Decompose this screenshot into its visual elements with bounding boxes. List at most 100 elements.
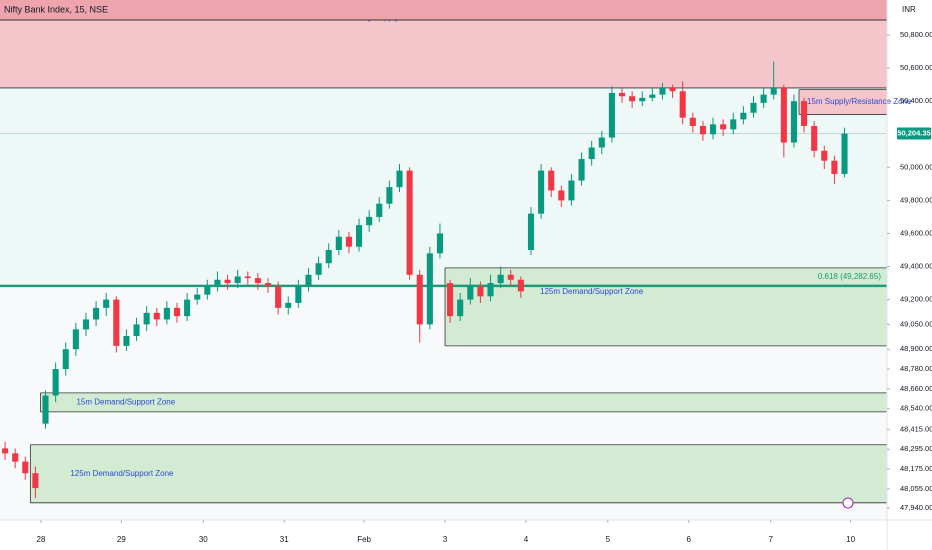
candle-body [163,307,170,320]
candle-body [467,286,474,300]
candle-body [790,101,797,143]
range-background [0,88,887,283]
candle-body [457,299,464,317]
y-tick-label: 48,415.00 [900,424,932,433]
candle-body [244,276,251,279]
candle-body [780,87,787,143]
candle-body [629,96,636,102]
candle-body [32,473,39,489]
candle-body [62,349,69,370]
candle-body [447,283,454,317]
x-tick-label: 28 [37,535,46,544]
x-tick-label: 7 [768,535,773,544]
candle-body [345,236,352,247]
last-price-label: 50,204.35 [897,129,930,138]
zone [799,89,887,115]
candles [2,61,848,499]
y-tick-label: 50,800.00 [900,30,932,39]
candle-body [689,117,696,126]
candle-body [659,87,666,95]
candle-body [173,307,181,317]
candle-body [568,180,575,201]
fib-label: 0.618 (49,282.65) [818,272,881,281]
y-tick-label: 49,600.00 [900,228,932,237]
event-icon[interactable] [842,497,854,509]
x-tick-label: Feb [357,535,371,544]
candle-body [618,92,626,97]
x-tick-label: 31 [280,535,289,544]
candle-body [841,133,848,174]
candle-body [538,170,545,214]
y-tick-label: 48,055.00 [900,484,932,493]
candle-body [22,461,29,474]
y-tick-label: 48,660.00 [900,384,932,393]
y-tick-label: 47,940.00 [900,503,932,512]
candle-body [305,274,312,287]
candle-body [295,286,302,303]
candle-body [285,302,292,308]
candle-body [750,102,757,113]
candle-body [548,170,555,191]
candle-body [143,312,150,325]
candle-body [507,274,514,280]
y-tick-label: 48,900.00 [900,344,932,353]
candle-body [214,279,221,287]
candle-body [477,286,484,297]
candle-body [315,263,322,275]
candle-body [639,97,646,102]
candle-body [720,124,727,130]
y-tick-label: 49,400.00 [900,262,932,271]
candle-body [82,319,90,330]
candle-body [669,87,676,92]
candle-body [649,94,656,98]
y-tick-label: 49,200.00 [900,295,932,304]
candle-body [487,283,494,297]
x-tick-label: 3 [443,535,448,544]
candle-body [275,286,282,308]
candle-body [133,324,140,336]
candle-body [558,190,565,201]
candle-body [2,448,9,454]
candle-body [325,249,332,264]
x-tick-label: 10 [846,535,855,544]
candle-body [224,279,231,284]
top-strip [0,0,887,20]
candle-body [578,159,585,181]
candle-body [153,312,160,320]
candle-body [184,299,191,317]
y-tick-label: 50,400.00 [900,96,932,105]
candle-body [113,299,120,346]
x-tick-label: 5 [606,535,611,544]
y-tick-label: 48,175.00 [900,464,932,473]
candle-body [416,274,423,325]
y-tick-label: 49,800.00 [900,195,932,204]
candle-body [376,203,383,217]
zone-label: 15m Supply/Resistance Zone [807,97,912,106]
candle-body [497,274,504,284]
x-tick-label: 4 [524,535,529,544]
candle-body [598,137,605,148]
y-tick-label: 48,780.00 [900,364,932,373]
zone [30,444,887,503]
candle-body [396,170,403,188]
candle-body [821,150,828,161]
candle-body [679,91,686,118]
candle-body [366,216,373,226]
y-tick-label: 50,000.00 [900,162,932,171]
candle-body [740,112,747,120]
candle-body [770,87,777,95]
candle-body [436,233,443,254]
y-tick-label: 48,295.00 [900,444,932,453]
y-tick-label: 49,050.00 [900,319,932,328]
candle-body [264,283,272,287]
candle-body [588,147,595,160]
candle-body [527,213,535,250]
candle-body [426,253,433,325]
currency: INR [902,5,916,14]
candle-body [760,94,767,103]
candle-body [608,92,615,138]
candle-body [234,276,241,284]
y-tick-label: 48,540.00 [900,404,932,413]
candle-body [406,170,413,275]
